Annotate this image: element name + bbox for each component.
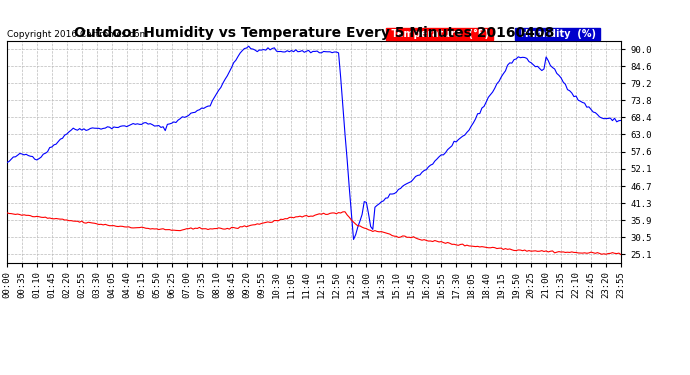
- Title: Outdoor Humidity vs Temperature Every 5 Minutes 20160408: Outdoor Humidity vs Temperature Every 5 …: [74, 26, 554, 40]
- Text: Temperature  (°F): Temperature (°F): [388, 29, 492, 39]
- Text: Humidity  (%): Humidity (%): [517, 29, 599, 39]
- Text: Copyright 2016 Cartronics.com: Copyright 2016 Cartronics.com: [7, 30, 148, 39]
